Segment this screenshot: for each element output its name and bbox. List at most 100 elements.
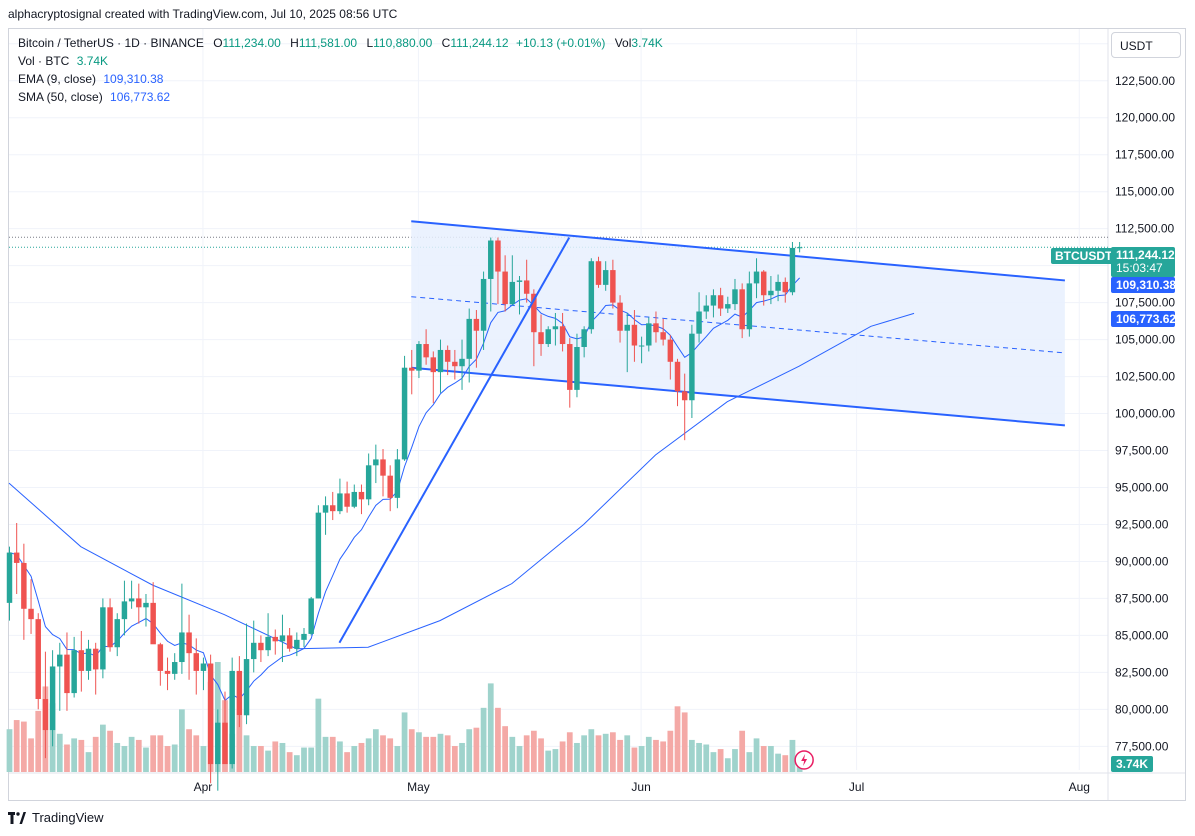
candle-body (128, 598, 135, 602)
candle-body (322, 505, 329, 513)
volume-bar (272, 741, 279, 772)
volume-bar (315, 698, 322, 772)
candle-body (782, 281, 788, 293)
candle-body (660, 332, 666, 340)
volume-bar (588, 729, 595, 772)
volume-bar (602, 733, 609, 772)
candle-body (452, 361, 458, 367)
volume-bar (717, 749, 724, 772)
candle-body (373, 459, 379, 466)
candle-body (768, 290, 774, 296)
candle-body (602, 270, 609, 285)
volume-bar (645, 736, 652, 772)
volume-bar (710, 752, 717, 772)
price-tick-label: 105,000.00 (1115, 333, 1175, 347)
legend-change: +10.13 (+0.01%) (515, 36, 606, 50)
volume-bar (538, 738, 544, 772)
candle-body (753, 271, 760, 284)
candle-body (581, 329, 587, 347)
candle-body (71, 650, 77, 694)
candle-body (531, 293, 537, 333)
legend-high-label: H (290, 36, 299, 50)
volume-bar (344, 752, 350, 772)
candle-body (121, 601, 128, 620)
volume-bar (789, 739, 796, 772)
volume-bar (193, 735, 200, 772)
candle-body (351, 491, 358, 507)
volume-bar (523, 735, 530, 772)
volume-bar (243, 735, 250, 772)
volume-bar (609, 732, 616, 772)
volume-bar (753, 738, 760, 772)
volume-bar (574, 742, 580, 772)
candle-body (265, 636, 271, 651)
volume-bar (78, 739, 85, 772)
time-tick-label: Jul (849, 780, 864, 794)
volume-bar (667, 730, 674, 772)
legend-ohlc: Bitcoin / TetherUS · 1D · BINANCE O111,2… (18, 36, 663, 50)
legend-low: 110,880.00 (373, 36, 433, 50)
volume-bar (85, 752, 92, 772)
ticker-tag: BTCUSDT (1051, 248, 1117, 264)
volume-bar (631, 747, 638, 772)
legend-volume-value: 3.74K (76, 54, 109, 68)
candle-body (516, 280, 523, 282)
candle-body (775, 281, 781, 291)
candle-body (143, 602, 149, 608)
price-tick-label: 97,500.00 (1115, 444, 1169, 458)
candle-body (739, 289, 745, 330)
volume-bar (279, 742, 286, 772)
legend-volume-label: Vol · BTC (18, 54, 70, 68)
currency-unit-button[interactable]: USDT (1111, 32, 1181, 58)
volume-bar (380, 735, 386, 772)
candle-body (114, 619, 120, 648)
volume-bar (638, 746, 645, 772)
candle-body (710, 295, 717, 306)
volume-bar (732, 749, 738, 772)
volume-bar (92, 736, 99, 772)
candle-body (200, 663, 207, 671)
candle-body (21, 562, 27, 609)
chart-caption: alphacryptosignal created with TradingVi… (8, 7, 398, 21)
candle-body (638, 345, 645, 347)
volume-bar (451, 746, 458, 772)
candle-body (459, 358, 465, 367)
volume-bar (775, 753, 781, 772)
volume-bar (35, 710, 42, 772)
candle-body (193, 653, 199, 671)
candle-body (466, 318, 472, 359)
candle-body (502, 271, 508, 305)
volume-bar (674, 706, 681, 772)
volume-bar (28, 738, 34, 772)
candle-body (330, 505, 336, 512)
footer-brand: TradingView (8, 810, 104, 825)
candle-body (401, 367, 408, 460)
candle-body (279, 635, 286, 642)
candle-body (689, 333, 695, 401)
volume-bar (372, 729, 379, 772)
candle-body (667, 339, 674, 362)
candle-body (42, 699, 49, 731)
candle-body (674, 361, 681, 392)
price-tick-label: 77,500.00 (1115, 739, 1169, 753)
uptrend-line (338, 237, 571, 644)
volume-bar (545, 750, 552, 772)
volume-tag: 3.74K (1111, 756, 1153, 772)
candle-body (164, 670, 171, 674)
candle-body (387, 475, 393, 498)
volume-bar (624, 735, 631, 772)
volume-bar (186, 729, 192, 772)
price-tick-label: 115,000.00 (1115, 185, 1174, 199)
volume-bar (143, 747, 149, 772)
bar-countdown: 15:03:47 (1116, 261, 1163, 275)
legend-ema: EMA (9, close) 109,310.38 (18, 72, 163, 86)
lightning-bolt-glyph (801, 754, 808, 766)
legend-symbol: Bitcoin / TetherUS · 1D · BINANCE (18, 36, 204, 50)
volume-bar (552, 749, 559, 772)
legend-vol: 3.74K (631, 36, 663, 50)
volume-bar (581, 735, 588, 772)
volume-bar (107, 730, 113, 772)
volume-bar (150, 735, 157, 772)
candle-body (473, 318, 480, 331)
